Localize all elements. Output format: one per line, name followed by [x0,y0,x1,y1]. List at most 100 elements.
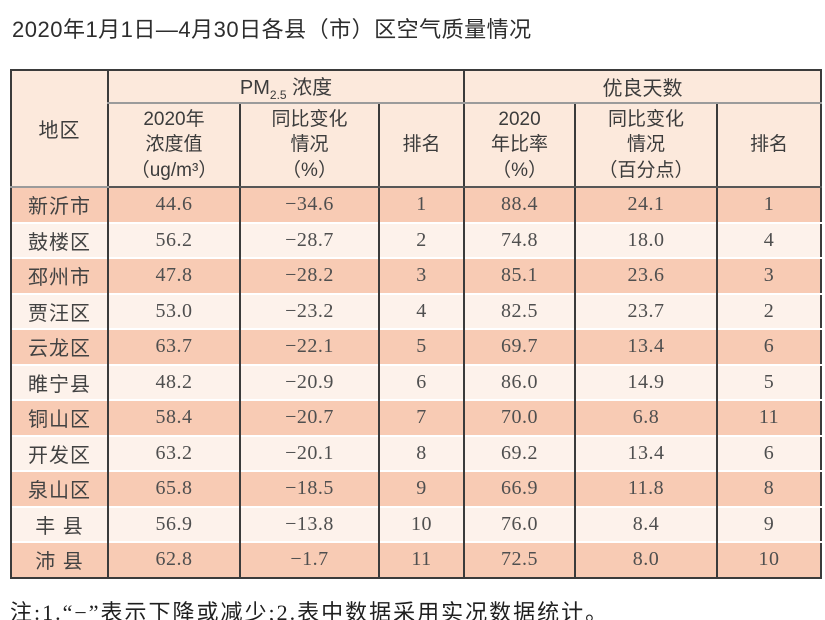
cell-region: 丰 县 [10,505,108,542]
cell-pm-change: −23.2 [239,292,379,329]
cell-good-change: 13.4 [574,434,718,471]
cell-pm-rank: 11 [377,541,465,578]
cell-good-rate: 70.0 [463,399,576,436]
col-header-pm-rank: 排名 [377,103,465,188]
col-header-good-change: 同比变化 情况 （百分点） [574,103,718,188]
cell-pm-rank: 2 [377,221,465,258]
cell-pm-rank: 5 [377,328,465,365]
cell-pm-value: 56.2 [107,221,240,258]
cell-good-change: 8.4 [574,505,718,542]
cell-pm-change: −22.1 [239,328,379,365]
air-quality-table: 地区 PM2.5 浓度 优良天数 2020年 浓度值 （ug/m³） 同比变化 … [10,69,823,579]
cell-region: 铜山区 [10,399,108,436]
cell-good-change: 13.4 [574,328,718,365]
cell-good-rate: 85.1 [463,257,576,294]
cell-good-rank: 6 [716,434,822,471]
cell-pm-rank: 1 [377,187,465,223]
cell-pm-change: −28.7 [239,221,379,258]
cell-good-rank: 9 [716,505,822,542]
table-row: 开发区 63.2 −20.1 8 69.2 13.4 6 [10,434,822,471]
cell-pm-value: 48.2 [107,363,240,400]
cell-good-rate: 82.5 [463,292,576,329]
cell-good-change: 11.8 [574,470,718,507]
footnote: 注:1.“−”表示下降或减少;2.表中数据采用实况数据统计。 [10,599,610,620]
cell-region: 贾汪区 [10,292,108,329]
table-row: 新沂市 44.6 −34.6 1 88.4 24.1 1 [10,187,822,223]
cell-pm-rank: 4 [377,292,465,329]
cell-region: 沛 县 [10,541,108,578]
cell-pm-value: 58.4 [107,399,240,436]
cell-pm-rank: 7 [377,399,465,436]
col-header-pm-change: 同比变化 情况 （%） [239,103,379,188]
cell-region: 新沂市 [10,187,108,223]
cell-good-change: 6.8 [574,399,718,436]
cell-pm-change: −34.6 [239,187,379,223]
col-header-good-rate: 2020 年比率 （%） [463,103,576,188]
header-sub-row: 2020年 浓度值 （ug/m³） 同比变化 情况 （%） 排名 2020 年比… [11,103,822,188]
table-body: 新沂市 44.6 −34.6 1 88.4 24.1 1 鼓楼区 56.2 −2… [10,187,822,578]
cell-pm-rank: 10 [377,505,465,542]
cell-good-change: 23.6 [574,257,718,294]
table-row: 铜山区 58.4 −20.7 7 70.0 6.8 11 [10,399,822,436]
header-group-row: 地区 PM2.5 浓度 优良天数 [10,70,822,188]
cell-pm-value: 63.2 [107,434,240,471]
cell-pm-value: 47.8 [107,257,240,294]
col-group-pm25: PM2.5 浓度 [106,70,465,104]
cell-good-rate: 69.2 [463,434,576,471]
cell-pm-value: 62.8 [107,541,240,578]
table-row: 泉山区 65.8 −18.5 9 66.9 11.8 8 [10,470,822,507]
pm25-subscript: 2.5 [269,88,287,102]
cell-pm-change: −20.9 [239,363,379,400]
cell-pm-value: 53.0 [107,292,240,329]
table-row: 云龙区 63.7 −22.1 5 69.7 13.4 6 [10,328,822,365]
cell-good-change: 8.0 [574,541,718,578]
cell-region: 云龙区 [10,328,108,365]
cell-pm-change: −18.5 [239,470,379,507]
cell-pm-change: −20.7 [239,399,379,436]
cell-good-rank: 5 [716,363,822,400]
cell-good-change: 23.7 [574,292,718,329]
cell-good-rank: 4 [716,221,822,258]
cell-good-rank: 11 [716,399,822,436]
cell-good-change: 14.9 [574,363,718,400]
cell-pm-rank: 8 [377,434,465,471]
col-header-region: 地区 [10,70,108,188]
cell-good-rank: 8 [716,470,822,507]
cell-region: 睢宁县 [10,363,108,400]
cell-good-rank: 10 [716,541,822,578]
cell-pm-rank: 3 [377,257,465,294]
cell-good-rank: 1 [716,187,822,223]
table-row: 沛 县 62.8 −1.7 11 72.5 8.0 10 [10,541,822,578]
cell-good-rate: 86.0 [463,363,576,400]
cell-good-rank: 6 [716,328,822,365]
cell-pm-change: −28.2 [239,257,379,294]
cell-good-rate: 74.8 [463,221,576,258]
table-row: 邳州市 47.8 −28.2 3 85.1 23.6 3 [10,257,822,294]
table-row: 鼓楼区 56.2 −28.7 2 74.8 18.0 4 [10,221,822,258]
cell-region: 开发区 [10,434,108,471]
cell-pm-value: 56.9 [107,505,240,542]
cell-good-change: 18.0 [574,221,718,258]
cell-pm-rank: 9 [377,470,465,507]
col-header-pm-value: 2020年 浓度值 （ug/m³） [107,103,240,188]
cell-good-change: 24.1 [574,187,718,223]
table-row: 睢宁县 48.2 −20.9 6 86.0 14.9 5 [10,363,822,400]
cell-region: 邳州市 [10,257,108,294]
cell-pm-change: −1.7 [239,541,379,578]
col-header-good-rank: 排名 [716,103,822,188]
cell-good-rate: 88.4 [463,187,576,223]
cell-pm-change: −13.8 [239,505,379,542]
pm25-label-suffix: 浓度 [286,77,333,99]
cell-pm-value: 65.8 [107,470,240,507]
cell-pm-value: 44.6 [107,187,240,223]
pm25-label: PM [239,77,270,99]
cell-good-rate: 66.9 [463,470,576,507]
col-group-good-days: 优良天数 [463,70,822,104]
cell-good-rate: 69.7 [463,328,576,365]
table-header: 地区 PM2.5 浓度 优良天数 2020年 浓度值 （ug/m³） 同比变化 … [10,70,822,188]
cell-pm-value: 63.7 [107,328,240,365]
cell-good-rate: 76.0 [463,505,576,542]
cell-good-rate: 72.5 [463,541,576,578]
table-row: 贾汪区 53.0 −23.2 4 82.5 23.7 2 [10,292,822,329]
